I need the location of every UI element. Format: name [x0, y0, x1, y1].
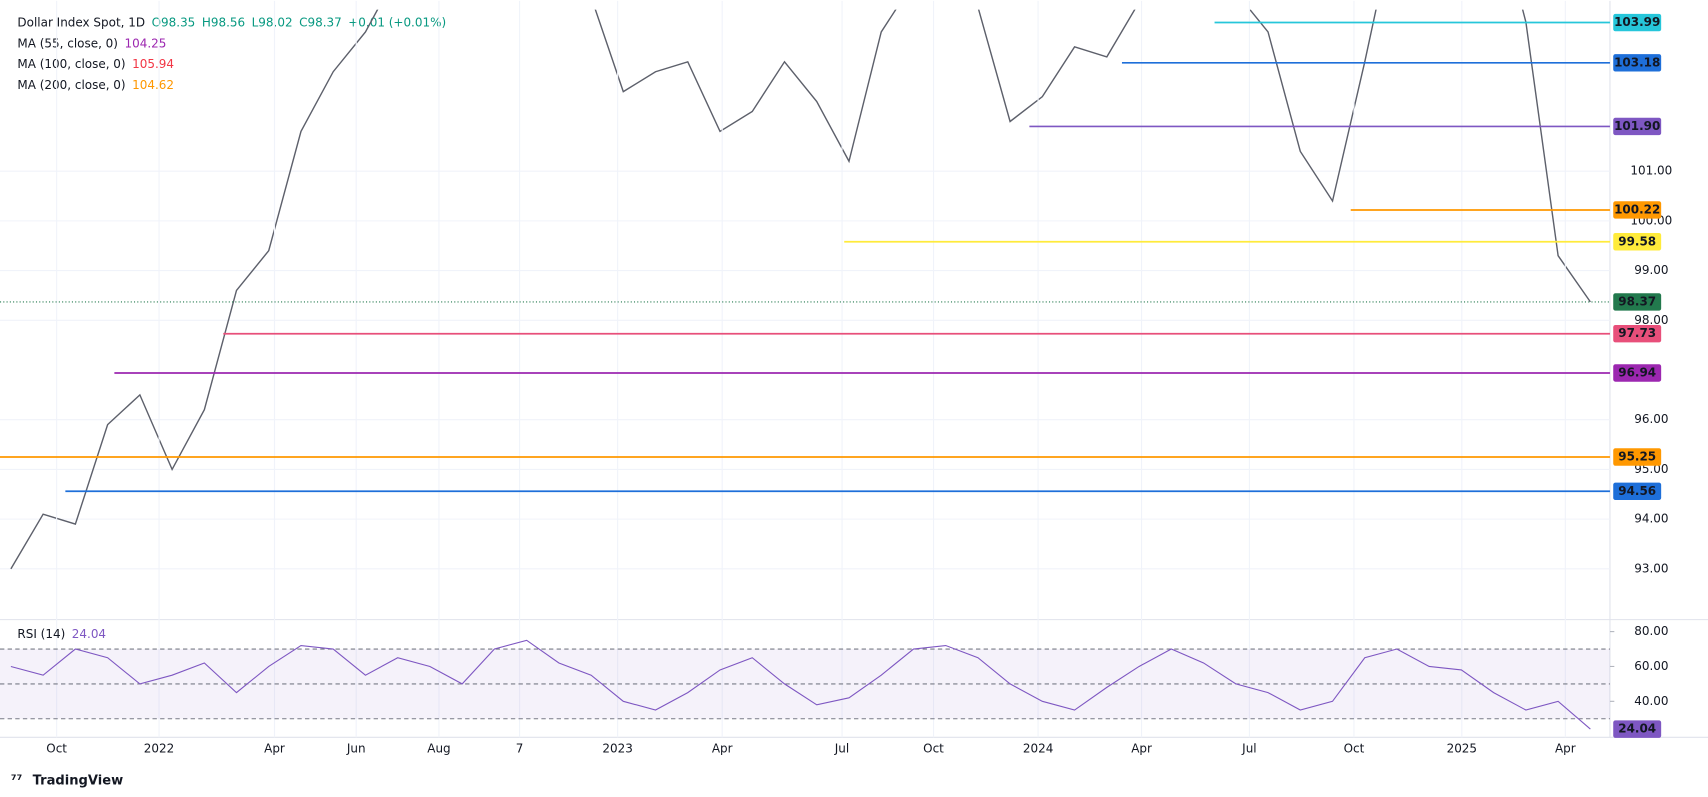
- indicator-name: MA (55, close, 0): [17, 36, 118, 50]
- level-label-box: [1613, 117, 1662, 136]
- level-label-box: [1613, 233, 1662, 251]
- header-line: Dollar Index Spot, 1D O98.35 H98.56 L98.02 C…: [17, 15, 446, 29]
- indicator-value: 105.94: [132, 57, 174, 71]
- x-tick-label: Jul: [1241, 742, 1256, 756]
- y-tick-label: 98.00: [1634, 313, 1668, 327]
- x-tick-label: Oct: [1344, 742, 1365, 756]
- x-tick-label: Apr: [712, 742, 733, 756]
- ohlc-value: C98.37: [299, 15, 342, 29]
- x-tick-label: 2024: [1023, 742, 1053, 756]
- ohlc-value: H98.56: [202, 15, 245, 29]
- indicator-line: MA (100, close, 0) 105.94: [17, 57, 174, 71]
- rsi-tick-label: 80.00: [1634, 624, 1668, 638]
- level-label-box: [1613, 364, 1662, 382]
- rsi-header: RSI (14) 24.04: [17, 626, 106, 640]
- y-tick-label: 99.00: [1634, 263, 1668, 277]
- indicator-name: MA (200, close, 0): [17, 77, 125, 91]
- x-tick-label: Jul: [834, 742, 849, 756]
- x-tick-label: Oct: [923, 742, 944, 756]
- x-tick-label: 2023: [602, 742, 632, 756]
- rsi-value: 24.04: [72, 626, 106, 640]
- rsi-label-box: [1613, 720, 1662, 738]
- ohlc-value: O98.35: [152, 15, 196, 29]
- level-label: 94.56: [1618, 484, 1656, 498]
- y-tick-label: 96.00: [1634, 412, 1668, 426]
- x-tick-label: Apr: [1131, 742, 1152, 756]
- footer-logo: TradingView: [33, 773, 123, 788]
- title: Dollar Index Spot, 1D: [17, 15, 145, 29]
- level-label: 98.37: [1618, 294, 1656, 308]
- ohlc-value: L98.02: [252, 15, 293, 29]
- level-label: 95.25: [1618, 449, 1656, 463]
- logo-icon: ⁷⁷: [11, 773, 22, 788]
- level-label: 96.94: [1618, 365, 1656, 379]
- header: Dollar Index Spot, 1D O98.35 H98.56 L98.02 C…: [17, 15, 446, 91]
- level-label: 103.18: [1614, 55, 1660, 69]
- indicator-value: 104.62: [132, 77, 174, 91]
- level-label: 101.90: [1614, 119, 1660, 133]
- change: +0.01 (+0.01%): [348, 15, 446, 29]
- indicator-line: MA (55, close, 0) 104.25: [17, 36, 166, 50]
- level-label-box: [1613, 13, 1662, 32]
- y-tick-label: 93.00: [1634, 561, 1668, 575]
- x-tick-label: Aug: [427, 742, 450, 756]
- level-label: 97.73: [1618, 326, 1656, 340]
- indicator-line: MA (200, close, 0) 104.62: [17, 77, 174, 91]
- y-tick-label: 94.00: [1634, 512, 1668, 526]
- rsi-pane: [0, 639, 1610, 730]
- level-label-box: [1613, 325, 1662, 343]
- rsi-line: [10, 639, 1591, 730]
- x-tick-label: Jun: [346, 742, 366, 756]
- x-tick-label: 7: [516, 742, 524, 756]
- level-label-box: [1613, 293, 1662, 311]
- level-label: 103.99: [1614, 15, 1660, 29]
- level-label: 100.22: [1614, 202, 1660, 216]
- indicator-name: MA (100, close, 0): [17, 57, 125, 71]
- indicator-value: 104.25: [125, 36, 167, 50]
- level-label-box: [1613, 54, 1662, 72]
- x-tick-label: 2025: [1447, 742, 1477, 756]
- rsi-label: 24.04: [1618, 722, 1656, 736]
- x-tick-label: Apr: [1555, 742, 1576, 756]
- rsi-tick-label: 40.00: [1634, 694, 1668, 708]
- level-label-box: [1613, 448, 1662, 466]
- main-pane: [0, 9, 1610, 570]
- rsi-tick-label: 60.00: [1634, 659, 1668, 673]
- level-label: 99.58: [1618, 234, 1656, 248]
- level-label-box: [1613, 482, 1662, 501]
- x-tick-label: Oct: [46, 742, 67, 756]
- y-tick-label: 101.00: [1630, 164, 1672, 178]
- rsi-title: RSI (14): [17, 626, 65, 640]
- x-tick-label: Apr: [264, 742, 285, 756]
- x-tick-label: 2022: [144, 742, 174, 756]
- level-label-box: [1613, 201, 1662, 219]
